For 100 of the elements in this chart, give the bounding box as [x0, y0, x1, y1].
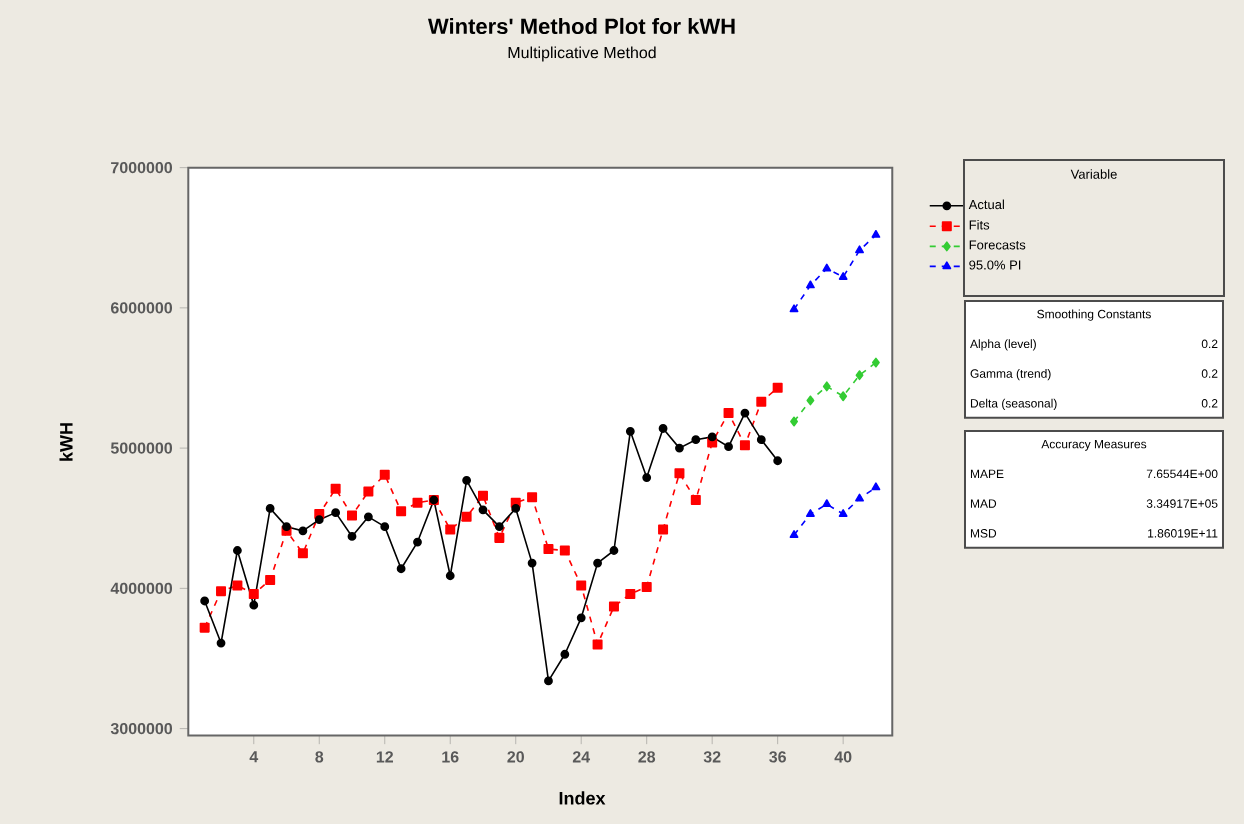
- chart-subtitle: Multiplicative Method: [508, 46, 656, 62]
- y-tick-label: 6000000: [111, 302, 173, 314]
- point: [216, 586, 227, 597]
- y-tick-label: 7000000: [111, 161, 173, 174]
- point: [445, 571, 455, 581]
- point: [461, 511, 472, 522]
- point: [773, 456, 783, 466]
- point: [347, 510, 358, 521]
- point: [248, 588, 259, 599]
- x-tick-label: 16: [442, 751, 459, 763]
- point: [593, 558, 602, 568]
- y-tick-label: 3000000: [110, 722, 173, 735]
- chart-title: Winters' Method Plot for kWH: [427, 17, 735, 35]
- point: [838, 272, 848, 280]
- point: [413, 537, 422, 547]
- point: [380, 522, 390, 532]
- point: [822, 499, 832, 508]
- point: [855, 370, 864, 381]
- x-axis-title: Index: [559, 791, 606, 805]
- point: [608, 601, 619, 612]
- point: [690, 495, 701, 506]
- x-tick-label: 12: [376, 751, 393, 763]
- point: [494, 532, 505, 543]
- point: [559, 545, 570, 556]
- point: [723, 408, 734, 419]
- y-tick-label: 5000000: [110, 442, 173, 454]
- point: [789, 304, 799, 313]
- point: [871, 229, 881, 238]
- point: [822, 381, 831, 392]
- x-tick-label: 8: [315, 751, 324, 763]
- point: [560, 649, 570, 659]
- point: [396, 564, 406, 574]
- point: [855, 245, 864, 254]
- point: [233, 546, 242, 555]
- point: [544, 676, 553, 686]
- point: [298, 526, 308, 536]
- point: [249, 600, 259, 610]
- point: [331, 508, 341, 518]
- point: [462, 475, 472, 485]
- point: [675, 443, 684, 453]
- point: [839, 391, 848, 402]
- point: [806, 395, 815, 406]
- x-tick-label: 28: [638, 751, 656, 763]
- point: [756, 435, 766, 445]
- point: [625, 588, 636, 599]
- point: [363, 512, 373, 522]
- point: [478, 505, 488, 515]
- point: [592, 639, 603, 650]
- point: [641, 581, 652, 592]
- point: [658, 424, 668, 433]
- point: [199, 622, 210, 633]
- x-tick-label: 20: [507, 751, 524, 763]
- point: [772, 382, 783, 393]
- point: [658, 524, 669, 535]
- point: [756, 396, 767, 407]
- point: [838, 509, 848, 517]
- point: [494, 522, 504, 532]
- point: [314, 515, 324, 525]
- point: [789, 530, 799, 538]
- point: [805, 280, 815, 289]
- point: [412, 497, 423, 508]
- point: [855, 493, 864, 502]
- point: [543, 544, 554, 555]
- point: [216, 638, 226, 648]
- point: [739, 440, 750, 451]
- point: [740, 408, 750, 418]
- point: [625, 426, 635, 436]
- point: [347, 532, 357, 541]
- point: [511, 504, 521, 513]
- point: [379, 469, 390, 480]
- x-tick-label: 32: [703, 751, 721, 763]
- x-tick-label: 36: [769, 751, 786, 763]
- point: [576, 613, 586, 623]
- point: [871, 482, 881, 491]
- point: [265, 504, 275, 513]
- point: [445, 524, 456, 535]
- point: [396, 506, 407, 517]
- point: [576, 580, 587, 591]
- point: [477, 490, 488, 501]
- point: [805, 509, 815, 517]
- point: [200, 596, 210, 606]
- x-tick-label: 4: [249, 751, 259, 763]
- point: [642, 473, 652, 482]
- point: [297, 548, 308, 559]
- point: [724, 442, 733, 452]
- x-tick-label: 24: [572, 751, 591, 763]
- point: [707, 432, 717, 442]
- point: [232, 580, 243, 591]
- y-tick-label: 4000000: [110, 582, 173, 595]
- point: [527, 558, 537, 568]
- point: [609, 546, 619, 555]
- y-axis-title: kWH: [59, 423, 73, 461]
- point: [822, 263, 832, 272]
- point: [330, 483, 341, 494]
- point: [871, 357, 880, 368]
- point: [691, 435, 701, 445]
- point: [674, 468, 685, 479]
- x-tick-label: 40: [834, 751, 852, 763]
- point: [265, 574, 276, 585]
- point: [363, 486, 374, 497]
